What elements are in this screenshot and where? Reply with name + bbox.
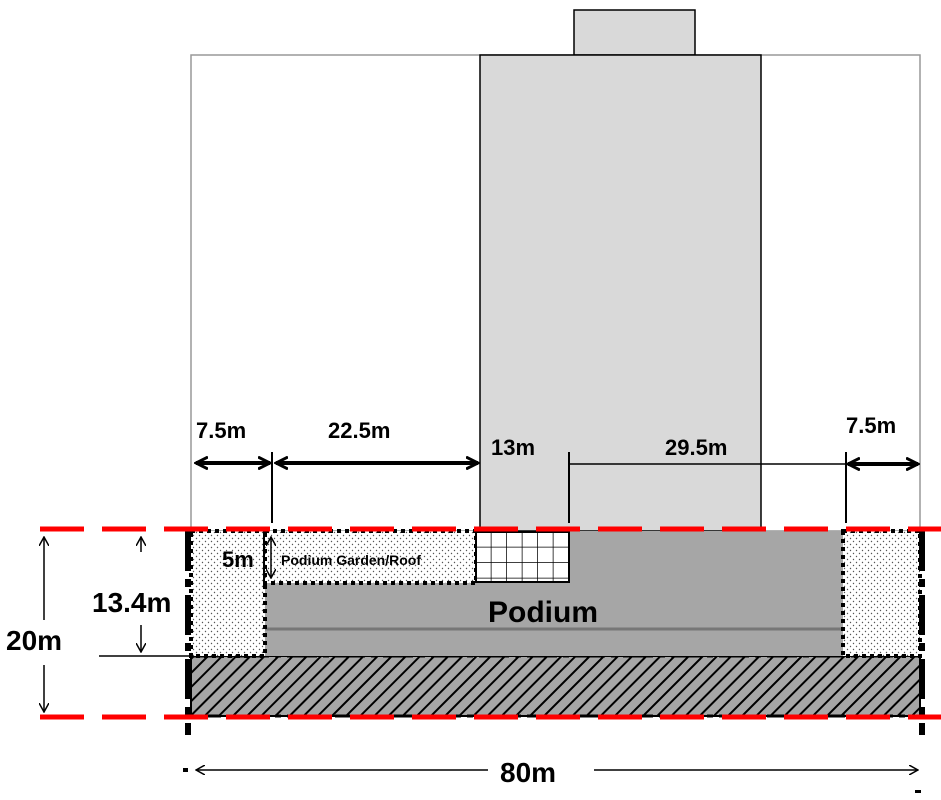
grid-zone <box>475 531 570 583</box>
label-setback-left: 7.5m <box>196 418 246 443</box>
label-span-right: 29.5m <box>665 435 727 460</box>
label-span-left: 22.5m <box>328 418 390 443</box>
width-tick-left <box>183 768 188 772</box>
basement-zone <box>190 655 921 717</box>
label-podium: Podium <box>488 596 598 629</box>
label-garden: Podium Garden/Roof <box>281 552 421 568</box>
setback-zone-left <box>189 529 267 658</box>
label-podium-height: 13.4m <box>92 587 171 618</box>
width-tick-right-mark <box>915 790 921 793</box>
label-garden-height: 5m <box>222 547 254 572</box>
label-setback-right: 7.5m <box>846 413 896 438</box>
rooftop-structure <box>573 9 696 56</box>
setback-zone-right <box>841 529 922 658</box>
label-total-height: 20m <box>6 625 62 656</box>
tower-block <box>479 54 762 532</box>
label-total-width: 80m <box>500 757 556 788</box>
label-tower-width: 13m <box>491 435 535 460</box>
